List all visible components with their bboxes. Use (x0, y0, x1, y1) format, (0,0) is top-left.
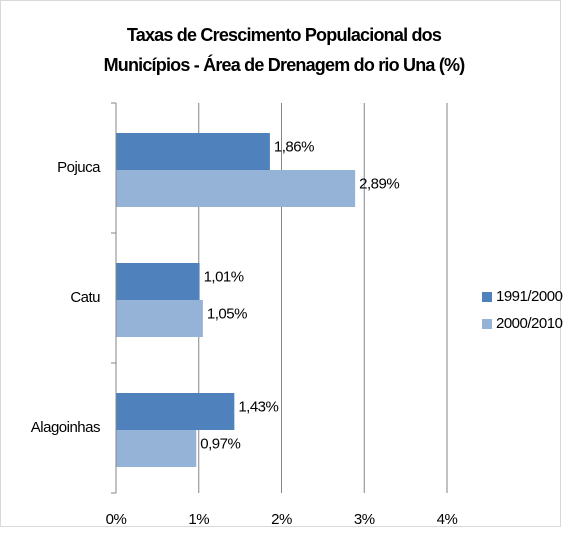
legend-label: 2000/2010 (496, 315, 563, 332)
chart-title: Municípios - Área de Drenagem do rio Una… (104, 54, 466, 75)
x-tick-label: 3% (354, 511, 375, 528)
bar (116, 393, 235, 430)
chart-title: Taxas de Crescimento Populacional dos (127, 25, 442, 45)
x-tick-label: 2% (271, 511, 292, 528)
value-label: 1,05% (207, 305, 247, 322)
bar (116, 170, 356, 207)
x-tick-label: 1% (188, 511, 209, 528)
legend-swatch (482, 292, 492, 302)
value-label: 0,97% (200, 435, 240, 452)
value-label: 1,01% (204, 268, 244, 285)
bar (116, 263, 200, 300)
bar (116, 430, 197, 467)
chart-border (0, 0, 561, 527)
y-tick-label: Pojuca (57, 159, 101, 176)
y-tick-label: Alagoinhas (31, 419, 100, 436)
value-label: 1,86% (274, 138, 314, 155)
value-label: 1,43% (238, 398, 278, 415)
x-tick-label: 4% (437, 511, 458, 528)
y-tick-label: Catu (70, 289, 100, 306)
x-tick-label: 0% (106, 511, 127, 528)
legend-swatch (482, 319, 492, 329)
value-label: 2,89% (359, 175, 399, 192)
bar (116, 133, 270, 170)
legend-label: 1991/2000 (496, 288, 563, 305)
bar (116, 300, 203, 337)
